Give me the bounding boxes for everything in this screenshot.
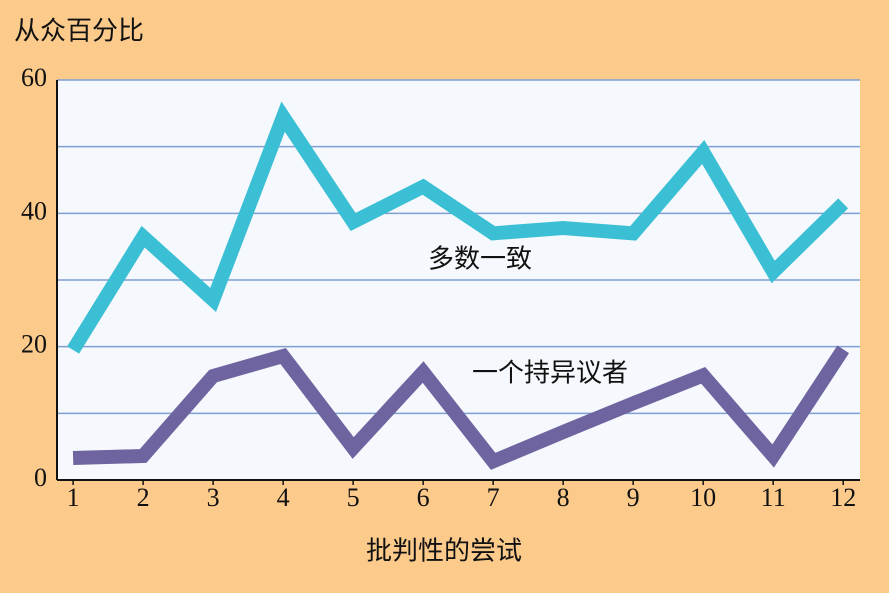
y-axis-label: 从众百分比 — [14, 17, 144, 47]
x-tick-label: 9 — [627, 483, 640, 512]
x-axis-label: 批判性的尝试 — [366, 537, 522, 567]
series-line — [72, 345, 850, 470]
x-tick-label: 5 — [347, 483, 360, 512]
y-tick-label: 20 — [21, 330, 47, 359]
lines — [67, 101, 850, 470]
x-tick-label: 1 — [67, 483, 80, 512]
y-tick-label: 60 — [21, 63, 47, 92]
series-line — [67, 101, 849, 354]
x-tick-label: 3 — [207, 483, 220, 512]
x-tick-label: 7 — [487, 483, 500, 512]
x-tick-label: 12 — [830, 483, 856, 512]
x-tick-label: 11 — [761, 483, 786, 512]
x-tick-label: 2 — [137, 483, 150, 512]
x-tick-label: 6 — [417, 483, 430, 512]
y-tick-label: 0 — [34, 463, 47, 492]
series-label: 多数一致 — [428, 245, 532, 275]
x-tick-label: 4 — [277, 483, 290, 512]
series-label: 一个持异议者 — [472, 359, 628, 389]
x-tick-label: 8 — [557, 483, 570, 512]
y-tick-label: 40 — [21, 196, 47, 225]
x-tick-label: 10 — [690, 483, 716, 512]
